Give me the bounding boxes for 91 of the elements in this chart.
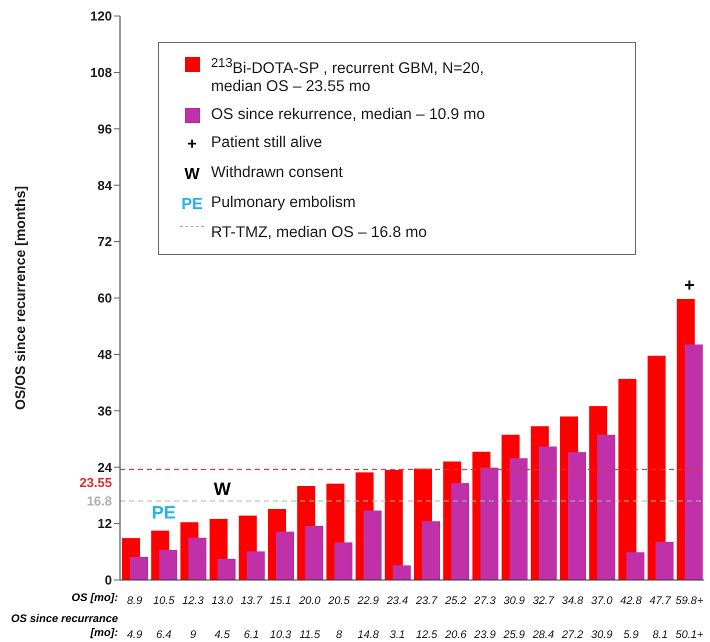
x-tick-label: 32.7 bbox=[532, 595, 555, 607]
annotation: Pulmonary embolism bbox=[211, 194, 357, 212]
bar bbox=[392, 565, 411, 580]
ref-line-label: 23.55 bbox=[79, 474, 112, 490]
x-tick-label: 27.3 bbox=[473, 595, 497, 607]
bar bbox=[218, 558, 236, 580]
x-tick-label: 23.4 bbox=[386, 595, 408, 607]
bar bbox=[648, 356, 666, 580]
data-label: 20.6 bbox=[444, 629, 468, 641]
x-tick-label: 20.0 bbox=[298, 595, 322, 607]
bar bbox=[422, 521, 440, 580]
data-label: 50.1+ bbox=[675, 629, 704, 641]
bar bbox=[188, 538, 206, 580]
bar bbox=[305, 526, 324, 580]
x-tick-label: 12.3 bbox=[182, 595, 205, 607]
x-tick-label: 30.9 bbox=[503, 595, 525, 607]
data-label: 8.1 bbox=[652, 629, 668, 641]
x-tick-label: 34.8 bbox=[562, 595, 584, 607]
annotation: RT-TMZ, median OS – 16.8 mo bbox=[211, 224, 428, 242]
bar bbox=[159, 550, 178, 580]
bar bbox=[480, 468, 498, 580]
legend-label: OS since rekurrence, median – 10.9 mo bbox=[211, 106, 486, 124]
data-label: 23.9 bbox=[473, 629, 496, 641]
x-tick-label: 37.0 bbox=[591, 595, 614, 607]
bar bbox=[364, 510, 382, 580]
y-tick-label: 72 bbox=[98, 234, 112, 250]
bar bbox=[568, 452, 586, 580]
data-label: 6.4 bbox=[156, 629, 172, 641]
x-tick-label: 8.9 bbox=[126, 595, 142, 607]
bar bbox=[538, 446, 557, 580]
annotation: + bbox=[684, 274, 695, 295]
y-tick-label: 120 bbox=[90, 8, 112, 24]
data-label: 4.5 bbox=[214, 629, 231, 641]
x-tick-label: 13.0 bbox=[211, 595, 234, 607]
text: OS since recurrance [mo]: bbox=[10, 612, 118, 640]
x-tick-label: 15.1 bbox=[270, 595, 292, 607]
data-label: 28.4 bbox=[532, 629, 554, 641]
x-tick-label: 25.2 bbox=[444, 595, 467, 607]
data-label: 10.3 bbox=[270, 629, 292, 641]
data-label: 9 bbox=[190, 629, 196, 641]
y-tick-label: 84 bbox=[98, 178, 113, 193]
y-tick-label: 60 bbox=[98, 290, 112, 306]
annotation: PE bbox=[152, 502, 176, 523]
x-tick-label: 10.5 bbox=[153, 595, 176, 607]
y-tick-label: 48 bbox=[98, 347, 112, 362]
text: OS [mo]: bbox=[70, 592, 118, 604]
legend-label: $^{213}$Bi-DOTA-SP , recurrent GBM, N=20, median OS – 23.55 mo bbox=[211, 55, 485, 96]
bar bbox=[384, 470, 403, 580]
bar bbox=[618, 378, 636, 580]
data-label: 5.9 bbox=[623, 629, 639, 641]
bar bbox=[656, 542, 674, 580]
x-tick-label: 23.7 bbox=[414, 595, 438, 607]
annotation: W bbox=[214, 478, 231, 499]
y-tick-label: 108 bbox=[90, 65, 112, 80]
data-label: 27.2 bbox=[560, 629, 584, 641]
bar bbox=[597, 434, 616, 580]
data-label: 25.9 bbox=[502, 629, 525, 641]
y-axis-title: OS/OS since recurrence [months] bbox=[12, 186, 28, 410]
y-tick-label: 24 bbox=[98, 460, 113, 475]
bar bbox=[334, 542, 352, 580]
y-tick-label: 0 bbox=[104, 572, 112, 588]
bar bbox=[276, 532, 294, 580]
bar bbox=[130, 556, 148, 580]
x-tick-label: 47.7 bbox=[649, 595, 672, 607]
data-label: 8 bbox=[336, 629, 343, 641]
data-label: 3.1 bbox=[390, 629, 406, 641]
y-tick-label: 96 bbox=[98, 121, 112, 136]
text: + bbox=[187, 136, 197, 154]
data-label: 12.5 bbox=[416, 629, 438, 641]
bar bbox=[510, 458, 528, 580]
x-tick-label: 42.8 bbox=[620, 595, 643, 607]
annotation: Patient still alive bbox=[211, 134, 324, 152]
data-label: 30.9 bbox=[591, 629, 613, 641]
bar bbox=[451, 483, 470, 580]
data-label: 14.8 bbox=[357, 629, 380, 641]
x-tick-label: 59.8+ bbox=[675, 595, 704, 607]
x-tick-label: 22.9 bbox=[356, 595, 379, 607]
data-label: 4.9 bbox=[126, 629, 142, 641]
bar bbox=[626, 552, 644, 580]
annotation: Withdrawn consent bbox=[211, 164, 344, 182]
y-tick-label: 12 bbox=[98, 516, 112, 532]
x-tick-label: 20.5 bbox=[327, 595, 351, 607]
y-tick-label: 36 bbox=[98, 403, 112, 418]
data-label: 6.1 bbox=[244, 629, 260, 641]
ref-line-label: 16.8 bbox=[86, 494, 112, 509]
x-tick-label: 13.7 bbox=[240, 595, 263, 607]
bar bbox=[246, 551, 265, 580]
text: W bbox=[184, 166, 200, 184]
data-label: 11.5 bbox=[300, 629, 321, 641]
bar bbox=[684, 344, 703, 580]
text: PE bbox=[181, 196, 203, 214]
